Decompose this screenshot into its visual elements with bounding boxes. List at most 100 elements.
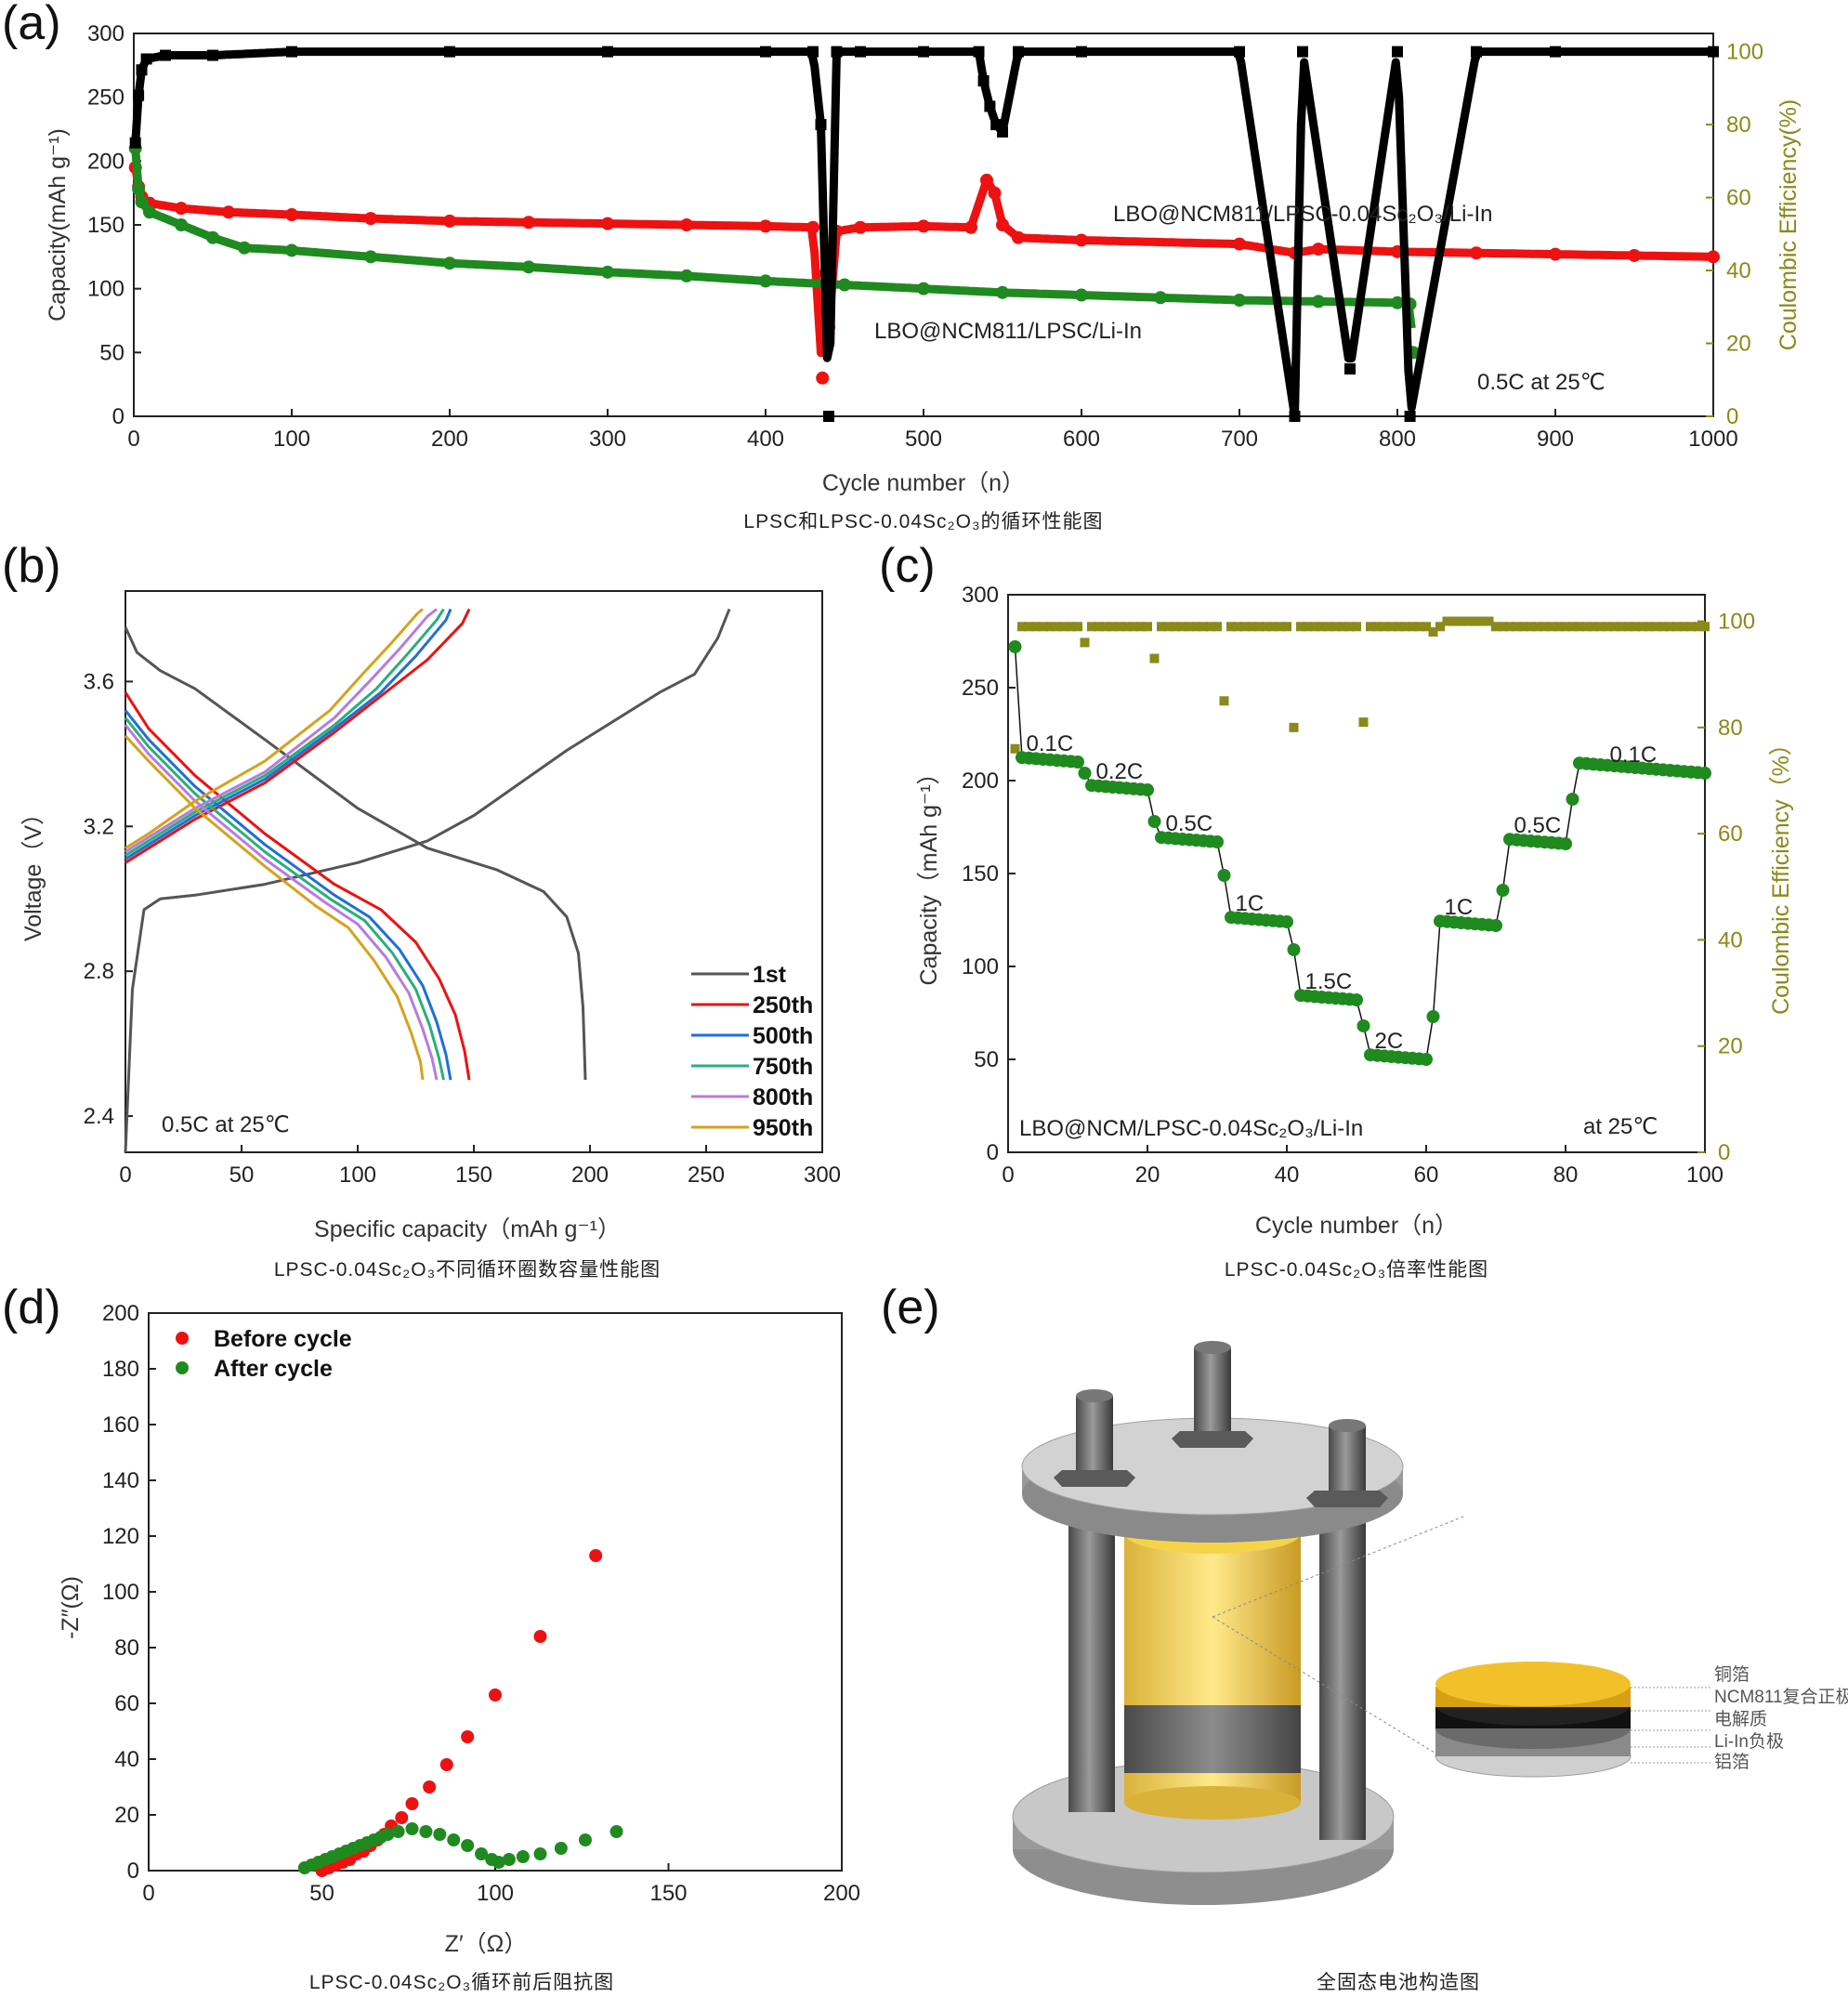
series-band-black	[131, 47, 1713, 421]
curve-950th-charge	[125, 608, 424, 849]
panel-a-label: (a)	[2, 0, 61, 50]
ce-square	[1254, 622, 1264, 632]
curve-1st-discharge	[124, 626, 587, 1081]
legend-label-1: After cycle	[214, 1356, 333, 1382]
ce-square	[1296, 622, 1305, 632]
eis-point-green	[461, 1839, 475, 1852]
ce-square	[1617, 622, 1626, 632]
y2-tick-label: 60	[1718, 821, 1743, 847]
y-tick-label: 20	[114, 1803, 139, 1828]
panel-e-caption: 全固态电池构造图	[1317, 1972, 1480, 1993]
ce-square	[1289, 722, 1299, 732]
ce-square	[1394, 622, 1403, 632]
ce-square	[1247, 622, 1257, 632]
ce-square	[1484, 616, 1494, 626]
ce-square	[1498, 622, 1508, 632]
y-tick-label: 120	[102, 1524, 139, 1549]
y2-tick-label: 80	[1718, 716, 1743, 741]
ce-point	[136, 64, 148, 76]
capacity-point-red	[1233, 237, 1246, 251]
eis-point-green	[447, 1833, 461, 1846]
x-tick-label: 400	[747, 427, 784, 452]
panel-b-xlabel: Specific capacity（mAh g⁻¹）	[314, 1216, 621, 1242]
capacity-point-green	[601, 265, 614, 279]
panel-a-marks	[128, 46, 1720, 422]
capacity-point	[1211, 835, 1224, 848]
capacity-point	[1217, 869, 1231, 882]
ce-square	[1275, 622, 1285, 632]
eis-point-green	[419, 1825, 433, 1838]
ce-square	[1338, 622, 1347, 632]
panel-d-y-ticks: 0 20 40 60 80 100 120 140 160 180 200	[102, 1301, 156, 1884]
ce-square	[1581, 622, 1592, 632]
capacity-point-red	[759, 219, 772, 233]
ce-square	[1163, 622, 1173, 632]
ce-square	[1547, 622, 1556, 632]
rate-label: 1C	[1236, 891, 1265, 916]
y-tick-label: 100	[87, 277, 125, 302]
panel-a-ylabel: Capacity(mAh g⁻¹)	[45, 128, 71, 322]
ce-square	[1212, 622, 1222, 632]
capacity-point-green	[443, 256, 456, 270]
capacity-point-green	[1075, 288, 1088, 302]
y-tick-label: 140	[102, 1468, 139, 1493]
capacity-point-red	[917, 219, 930, 233]
panel-e-label: (e)	[881, 1281, 940, 1334]
ce-square	[1408, 622, 1417, 632]
eis-point-green	[475, 1847, 489, 1860]
curve-500th-charge	[125, 608, 452, 861]
y-tick-label: 40	[114, 1747, 139, 1772]
x-tick-label: 150	[455, 1163, 492, 1188]
ce-square	[1199, 622, 1208, 632]
leader-top	[1212, 1516, 1464, 1618]
eis-point-green	[609, 1825, 623, 1838]
capacity-point-green	[680, 269, 693, 282]
part-label-al-foil: 铝箔	[1714, 1752, 1750, 1772]
y-tick-label: 3.6	[84, 669, 114, 694]
capacity-point-green	[1154, 291, 1167, 305]
rate-label: 0.5C	[1514, 813, 1562, 838]
capacity-point-red	[816, 371, 830, 385]
capacity-point-red	[1549, 247, 1562, 261]
panel-a-y-ticks: 0 50 100 150 200 250 300	[87, 21, 141, 429]
x-tick-label: 0	[127, 427, 139, 452]
rate-label: 0.1C	[1027, 731, 1074, 756]
ce-square	[1233, 622, 1243, 632]
x-tick-label: 600	[1063, 427, 1100, 452]
capacity-point-red	[980, 173, 993, 187]
ce-square	[1031, 622, 1041, 632]
ce-point	[997, 125, 1008, 138]
bolt-left-top	[1076, 1389, 1113, 1402]
ce-point	[1471, 46, 1482, 58]
x-tick-label: 40	[1275, 1163, 1300, 1188]
ce-square	[1422, 622, 1431, 632]
ce-point	[855, 46, 866, 58]
capacity-point-red	[364, 212, 377, 226]
panel-b-y-ticks: 2.4 2.8 3.2 3.6	[84, 669, 133, 1129]
ce-point	[1708, 46, 1719, 58]
y-tick-label: 160	[102, 1412, 139, 1438]
y-tick-label: 200	[102, 1301, 139, 1326]
ce-square	[1435, 622, 1445, 632]
y-tick-label: 200	[962, 769, 999, 794]
y-tick-label: 150	[962, 861, 999, 887]
legend-label-750th: 750th	[753, 1054, 813, 1080]
ce-square	[1540, 622, 1550, 632]
y-tick-label: 50	[99, 340, 125, 365]
eis-point-green	[578, 1833, 592, 1846]
capacity-point-red	[988, 186, 1002, 200]
capacity-point-red	[1312, 243, 1325, 256]
ce-square	[1505, 622, 1514, 632]
panel-c-marks	[1008, 616, 1711, 1066]
nut-left	[1054, 1470, 1135, 1487]
ce-square	[1177, 622, 1187, 632]
series-band-green	[131, 148, 1416, 329]
eis-point-red	[439, 1758, 453, 1771]
ce-square	[1645, 622, 1654, 632]
rate-label: 1.5C	[1305, 969, 1353, 994]
y-tick-label: 80	[114, 1636, 139, 1661]
eis-point-green	[516, 1850, 530, 1863]
panel-c-rate-labels: 0.1C 0.2C 0.5C 1C 1.5C 2C 1C 0.5C 0.1C	[1027, 731, 1658, 1054]
capacity-point	[1008, 640, 1022, 653]
ce-square	[1575, 622, 1584, 632]
